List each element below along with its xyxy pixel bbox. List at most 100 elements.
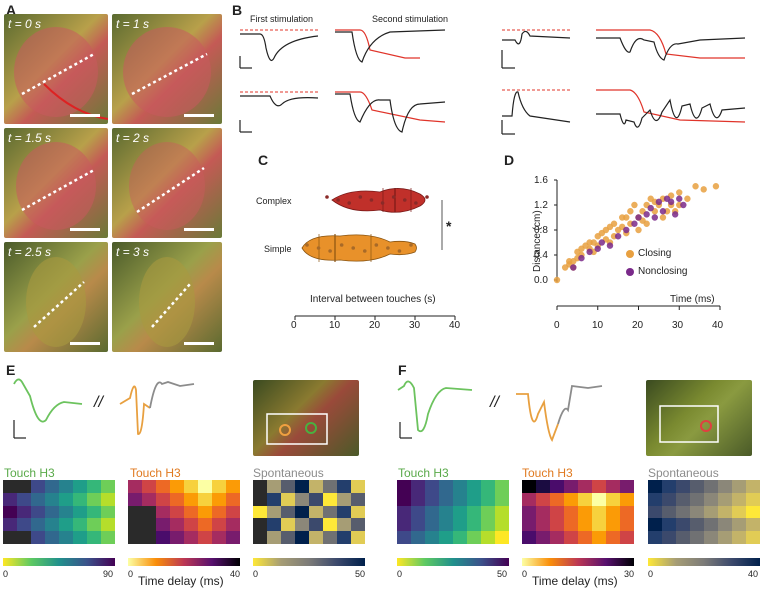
legend-nonclosing-marker [626, 268, 634, 276]
cb-max: 40 [230, 569, 241, 579]
violin-point [425, 195, 429, 199]
violin-point [316, 246, 321, 250]
heatmap-cell [323, 531, 337, 544]
heatmap-cell [439, 531, 453, 544]
heatmap-cell [31, 531, 45, 544]
trap-photo: t = 3 s [112, 242, 222, 352]
heatmap-cell [128, 505, 142, 519]
heatmap-cell [17, 505, 31, 519]
heatmap-cell [281, 492, 295, 506]
heatmap-cell [620, 505, 634, 519]
trap-photo: t = 2.5 s [4, 242, 108, 352]
trace-orange [516, 393, 559, 442]
heatmap-spontaneous-cividis [253, 480, 365, 544]
heatmap-cell [128, 518, 142, 532]
heatmap-cell [578, 480, 592, 493]
colorbar-cividis [648, 558, 760, 566]
heatmap-cell [732, 531, 746, 544]
heatmap-cell [453, 505, 467, 519]
heatmap-cell [481, 505, 495, 519]
violin-plot [294, 188, 456, 320]
heatmap-cell [3, 518, 17, 532]
f-hm3-title: Spontaneous [648, 466, 719, 480]
violin-point [325, 195, 329, 199]
cb-min: 0 [253, 569, 259, 579]
scatter-point-nonclosing [680, 201, 687, 209]
heatmap-cell [522, 518, 536, 532]
colorbar-viridis [397, 558, 509, 566]
heatmap-cell [662, 492, 676, 506]
roi-box [659, 405, 719, 443]
scale-bar [70, 228, 100, 231]
trap-photo: t = 1 s [112, 14, 222, 124]
scatter-point-nonclosing [643, 211, 650, 218]
heatmap-cell [45, 518, 59, 532]
heatmap-cell [170, 505, 184, 519]
d-ytick: 0.0 [534, 275, 548, 286]
heatmap-cell [87, 518, 101, 532]
violin-point [380, 201, 385, 205]
heatmap-cell [718, 492, 732, 506]
colorbar-inferno [522, 558, 634, 566]
heatmap-cell [3, 505, 17, 519]
heatmap-cell [295, 531, 309, 544]
heatmap-cell [295, 518, 309, 532]
scatter-point-closing [692, 183, 699, 190]
heatmap-cell [467, 480, 481, 493]
trap-photo: t = 2 s [112, 128, 222, 238]
heatmap-cell [481, 480, 495, 493]
heatmap-cell [564, 505, 578, 519]
e-hm1-title: Touch H3 [4, 466, 55, 480]
roi-box [266, 413, 328, 445]
heatmap-cell [411, 492, 425, 506]
panel-label-d: D [504, 152, 515, 168]
heatmap-cell [536, 518, 550, 532]
cb-max: 30 [624, 569, 635, 579]
heatmap-cell [17, 492, 31, 506]
violin-point [397, 249, 402, 253]
heatmap-cell [253, 480, 267, 493]
heatmap-cell [351, 505, 365, 519]
heatmap-cell [704, 480, 718, 493]
heatmap-cell [662, 531, 676, 544]
scatter-point-closing [553, 276, 561, 284]
heatmap-cell [676, 492, 690, 506]
scatter-point-nonclosing [651, 214, 658, 221]
violin-point [358, 195, 363, 199]
heatmap-cell [397, 492, 411, 506]
scatter-point-closing [684, 195, 691, 202]
heatmap-cell [198, 518, 212, 532]
second-stimulation-label: Second stimulation [372, 14, 449, 24]
scatter-point-nonclosing [671, 211, 679, 218]
heatmap-cell [495, 505, 509, 519]
heatmap-cell [212, 492, 226, 506]
heatmap-cell [620, 518, 634, 532]
heatmap-cell [73, 518, 87, 532]
heatmap-cell [606, 505, 620, 519]
heatmap-cell [309, 518, 323, 532]
d-xtick: 40 [712, 320, 724, 331]
heatmap-cell [676, 505, 690, 519]
trace-orange [119, 385, 151, 435]
heatmap-cell [59, 492, 73, 506]
heatmap-cell [439, 505, 453, 519]
heatmap-cell [620, 480, 634, 493]
heatmap-cell [481, 531, 495, 544]
heatmap-cell [337, 518, 351, 532]
cb-min: 0 [522, 569, 528, 579]
heatmap-cell [253, 518, 267, 532]
d-xlabel: Time (ms) [670, 294, 715, 305]
heatmap-cell [212, 518, 226, 532]
heatmap-cell [198, 480, 212, 493]
e-hm2-title: Touch H3 [130, 466, 181, 480]
heatmap-cell [267, 505, 281, 519]
heatmap-cell [309, 531, 323, 544]
trap-photo: t = 1.5 s [4, 128, 108, 238]
heatmap-cell [718, 505, 732, 519]
f-xlabel: Time delay (ms) [532, 574, 618, 588]
scatter-point-closing [631, 201, 638, 209]
heatmap-cell [578, 505, 592, 519]
scatter-point-nonclosing [578, 254, 585, 262]
heatmap-cell [3, 480, 17, 493]
heatmap-cell [439, 492, 453, 506]
